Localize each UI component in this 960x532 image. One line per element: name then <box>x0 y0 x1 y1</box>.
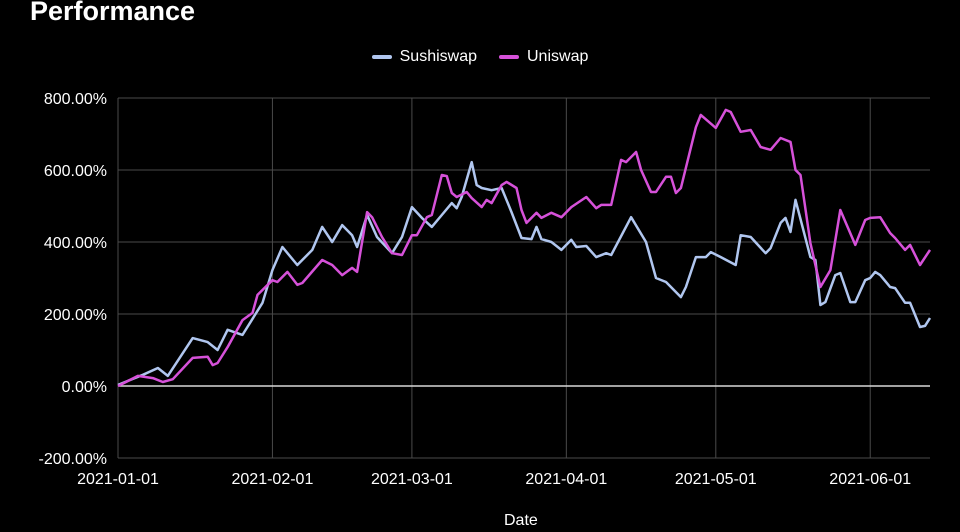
series-line-sushiswap <box>117 160 932 387</box>
x-tick-label: 2021-02-01 <box>232 471 314 488</box>
y-tick-label: 800.00% <box>44 91 107 108</box>
y-tick-label: 400.00% <box>44 235 107 252</box>
x-tick-label: 2021-01-01 <box>77 471 159 488</box>
x-tick-label: 2021-03-01 <box>371 471 453 488</box>
y-tick-label: 600.00% <box>44 163 107 180</box>
legend-label-uniswap: Uniswap <box>527 48 589 65</box>
y-tick-label: -200.00% <box>39 451 108 468</box>
legend: Sushiswap Uniswap <box>0 48 960 66</box>
y-tick-label: 200.00% <box>44 307 107 324</box>
x-tick-label: 2021-04-01 <box>525 471 607 488</box>
y-tick-label: 0.00% <box>62 379 107 396</box>
x-axis-label: Date <box>504 512 538 529</box>
legend-label-sushiswap: Sushiswap <box>399 48 477 65</box>
chart-title: Performance <box>30 0 196 26</box>
x-tick-label: 2021-06-01 <box>829 471 911 488</box>
legend-swatch-uniswap <box>499 55 519 59</box>
x-tick-label: 2021-05-01 <box>675 471 757 488</box>
legend-item-uniswap[interactable]: Uniswap <box>499 48 588 66</box>
legend-swatch-sushiswap <box>371 55 392 59</box>
series-line-uniswap <box>117 108 932 388</box>
legend-item-sushiswap[interactable]: Sushiswap <box>371 48 477 66</box>
